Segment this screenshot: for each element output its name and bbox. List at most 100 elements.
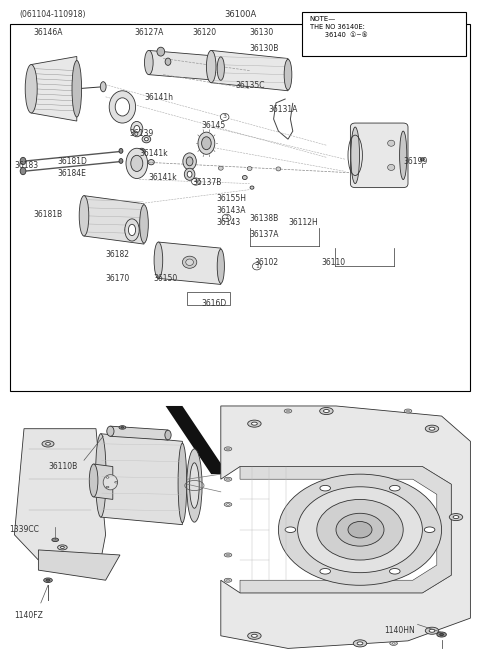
Ellipse shape xyxy=(285,527,296,533)
Ellipse shape xyxy=(353,640,367,647)
Ellipse shape xyxy=(157,47,165,56)
Bar xyxy=(187,293,230,304)
Text: 36170: 36170 xyxy=(106,274,130,283)
Ellipse shape xyxy=(425,425,439,432)
Polygon shape xyxy=(14,429,106,560)
Ellipse shape xyxy=(320,569,330,574)
Ellipse shape xyxy=(247,167,252,171)
Ellipse shape xyxy=(218,166,223,170)
Ellipse shape xyxy=(131,121,143,136)
Ellipse shape xyxy=(390,485,400,491)
Text: 36135C: 36135C xyxy=(235,81,264,90)
Ellipse shape xyxy=(134,125,140,133)
Text: 2: 2 xyxy=(225,215,228,220)
Text: 36112H: 36112H xyxy=(288,218,318,227)
Ellipse shape xyxy=(424,527,435,533)
Ellipse shape xyxy=(298,487,422,573)
Ellipse shape xyxy=(183,153,196,170)
Text: 36130B: 36130B xyxy=(250,45,279,53)
Text: 1339CC: 1339CC xyxy=(10,525,39,534)
Ellipse shape xyxy=(224,578,232,583)
Text: 36141k: 36141k xyxy=(139,150,168,158)
Ellipse shape xyxy=(449,514,463,521)
Text: 36145: 36145 xyxy=(202,121,226,130)
Ellipse shape xyxy=(115,482,118,483)
FancyBboxPatch shape xyxy=(302,12,466,56)
Ellipse shape xyxy=(144,163,147,165)
Ellipse shape xyxy=(103,475,118,490)
Ellipse shape xyxy=(388,165,395,171)
Ellipse shape xyxy=(227,448,229,449)
Ellipse shape xyxy=(20,157,26,165)
Ellipse shape xyxy=(148,159,155,165)
Ellipse shape xyxy=(425,627,439,634)
Ellipse shape xyxy=(129,224,136,236)
Text: 36199: 36199 xyxy=(403,157,428,167)
Ellipse shape xyxy=(252,262,261,270)
Ellipse shape xyxy=(46,443,50,445)
Ellipse shape xyxy=(224,553,232,557)
Ellipse shape xyxy=(217,249,225,283)
Ellipse shape xyxy=(140,205,148,243)
Ellipse shape xyxy=(202,136,211,150)
Text: 4: 4 xyxy=(194,179,198,184)
Ellipse shape xyxy=(407,410,409,412)
Ellipse shape xyxy=(106,477,109,478)
Ellipse shape xyxy=(119,159,123,163)
Text: 36141k: 36141k xyxy=(149,173,178,182)
Ellipse shape xyxy=(109,91,135,123)
Ellipse shape xyxy=(404,409,412,413)
Ellipse shape xyxy=(248,420,261,427)
Ellipse shape xyxy=(25,64,37,113)
Ellipse shape xyxy=(42,441,54,447)
Polygon shape xyxy=(38,550,120,580)
Ellipse shape xyxy=(453,516,459,519)
Ellipse shape xyxy=(52,538,59,542)
Ellipse shape xyxy=(190,462,199,508)
Ellipse shape xyxy=(20,167,26,174)
Polygon shape xyxy=(211,51,288,91)
Text: THE NO 36140E:: THE NO 36140E: xyxy=(310,24,364,30)
Ellipse shape xyxy=(192,178,200,185)
Ellipse shape xyxy=(125,229,127,231)
Ellipse shape xyxy=(250,186,254,189)
Polygon shape xyxy=(221,406,470,648)
Polygon shape xyxy=(31,56,77,121)
Text: 36130: 36130 xyxy=(250,28,274,37)
Text: 36138B: 36138B xyxy=(250,214,279,223)
Ellipse shape xyxy=(44,578,52,583)
Ellipse shape xyxy=(390,642,397,646)
Ellipse shape xyxy=(100,82,106,92)
Ellipse shape xyxy=(278,474,442,585)
Ellipse shape xyxy=(437,632,446,637)
Text: 36143: 36143 xyxy=(216,218,240,227)
Text: 36102: 36102 xyxy=(254,258,278,267)
Text: 36182: 36182 xyxy=(106,250,130,259)
Ellipse shape xyxy=(320,485,330,491)
Ellipse shape xyxy=(186,259,193,266)
Text: 36110B: 36110B xyxy=(48,462,77,470)
Text: 36100A: 36100A xyxy=(224,10,256,19)
Ellipse shape xyxy=(320,407,333,415)
Ellipse shape xyxy=(144,138,148,141)
Ellipse shape xyxy=(187,449,202,522)
Ellipse shape xyxy=(115,98,130,116)
Ellipse shape xyxy=(79,195,89,236)
Ellipse shape xyxy=(182,256,197,268)
Text: 36120: 36120 xyxy=(192,28,216,37)
Text: 1140FZ: 1140FZ xyxy=(14,611,43,619)
Text: 36141h: 36141h xyxy=(144,92,173,102)
Text: 36150: 36150 xyxy=(154,274,178,283)
Ellipse shape xyxy=(165,58,171,66)
Ellipse shape xyxy=(131,220,133,221)
Ellipse shape xyxy=(287,410,289,412)
Text: 36131A: 36131A xyxy=(269,105,298,114)
Text: 36140  ①~⑤: 36140 ①~⑤ xyxy=(310,32,367,38)
Text: 36184E: 36184E xyxy=(58,169,86,178)
Polygon shape xyxy=(166,406,228,474)
Text: 1140HN: 1140HN xyxy=(384,626,415,635)
Ellipse shape xyxy=(392,643,395,644)
Ellipse shape xyxy=(126,148,148,178)
Ellipse shape xyxy=(154,242,163,278)
Ellipse shape xyxy=(206,51,216,83)
